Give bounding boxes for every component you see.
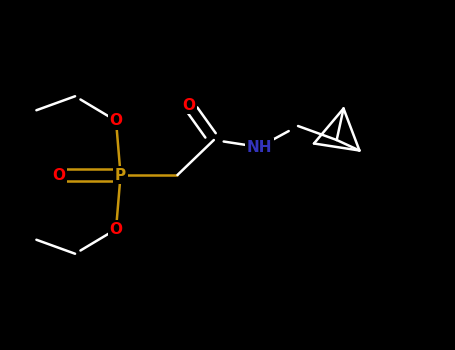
Text: NH: NH [247,140,272,154]
Text: O: O [182,98,195,112]
Text: O: O [110,113,122,128]
Text: O: O [110,222,122,237]
Text: P: P [115,168,126,182]
Text: O: O [53,168,66,182]
